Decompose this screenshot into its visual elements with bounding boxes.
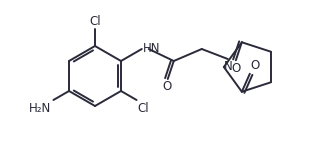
Text: N: N [223,60,232,73]
Text: Cl: Cl [89,15,101,28]
Text: H₂N: H₂N [29,102,51,115]
Text: Cl: Cl [137,102,149,115]
Text: O: O [251,59,260,72]
Text: O: O [231,62,240,75]
Text: HN: HN [143,41,160,54]
Text: O: O [162,80,171,93]
